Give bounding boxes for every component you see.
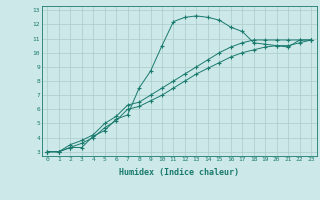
X-axis label: Humidex (Indice chaleur): Humidex (Indice chaleur) [119,168,239,177]
